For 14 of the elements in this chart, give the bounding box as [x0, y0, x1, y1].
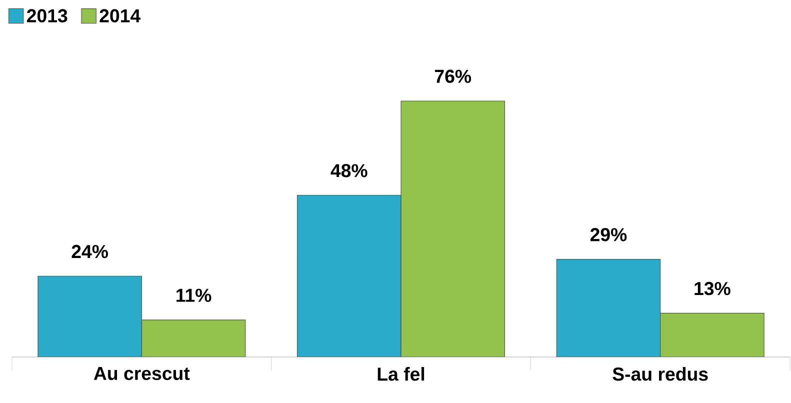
legend-label: 2014	[100, 9, 141, 22]
x-tick-label: S-au redus	[612, 367, 708, 381]
x-tick-label: Au crescut	[94, 367, 190, 380]
bar	[400, 100, 506, 357]
data-label: 48%	[330, 164, 368, 178]
data-label: 24%	[72, 244, 108, 258]
data-label: 76%	[434, 70, 472, 83]
data-label: 11%	[176, 288, 212, 302]
bar	[660, 312, 764, 357]
bar	[141, 320, 246, 357]
legend-label: 2013	[27, 9, 68, 22]
x-tick-label: La fel	[378, 367, 424, 381]
data-label: 29%	[590, 228, 627, 242]
data-label: 13%	[694, 282, 730, 296]
